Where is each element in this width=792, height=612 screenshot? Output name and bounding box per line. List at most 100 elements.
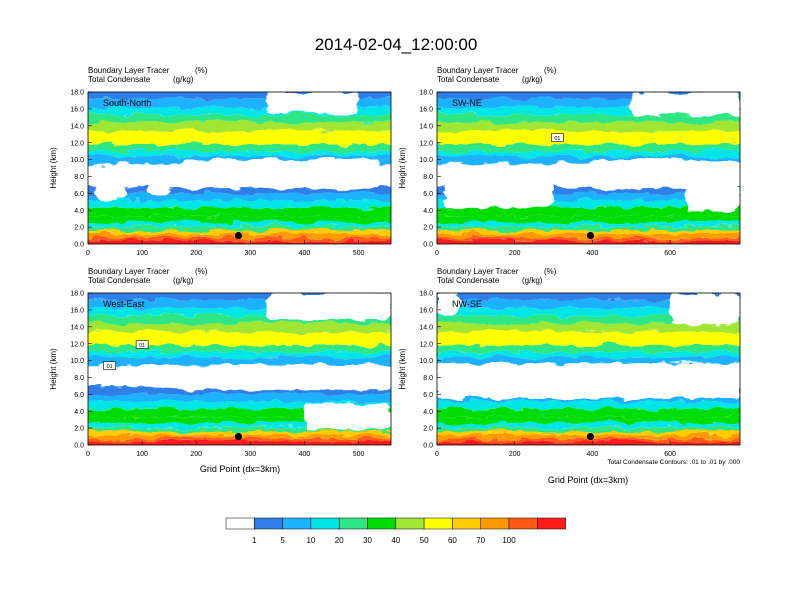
y-tick-label: 16.0: [70, 307, 84, 314]
x-tick-label: 200: [190, 451, 202, 458]
y-tick-label: 14.0: [419, 324, 433, 331]
x-tick-label: 200: [509, 451, 521, 458]
panel-var-label: Total Condensate: [437, 75, 500, 84]
colorbar-cell: [508, 517, 538, 530]
colorbar-cell: [310, 517, 340, 530]
field-clear-region: [147, 184, 170, 196]
field-band: [88, 293, 391, 300]
y-tick-label: 6.0: [423, 392, 433, 399]
field-band: [437, 293, 740, 300]
y-tick-label: 18.0: [70, 90, 84, 97]
field-band: [88, 114, 391, 123]
field-band: [88, 130, 391, 145]
panel-label: SW-NE: [452, 98, 482, 108]
x-tick-label: 200: [509, 250, 521, 257]
field-band: [88, 427, 391, 432]
field-band: [437, 240, 740, 244]
y-axis-label: Height (km): [49, 147, 58, 189]
field-band: [437, 186, 740, 194]
field-band: [437, 107, 740, 115]
field-band: [88, 331, 391, 346]
x-tick-label: 400: [299, 451, 311, 458]
x-tick-label: 0: [86, 250, 90, 257]
y-tick-label: 10.0: [419, 358, 433, 365]
color-field: [437, 293, 740, 445]
field-band: [437, 431, 740, 435]
field-band: [437, 207, 740, 217]
x-tick-label: 600: [664, 451, 676, 458]
field-band: [88, 107, 391, 115]
x-tick-label: 400: [299, 250, 311, 257]
field-band: [437, 237, 740, 241]
figure-title: 2014-02-04_12:00:00: [315, 35, 478, 54]
colorbar-label: 30: [363, 536, 372, 545]
field-band: [88, 151, 391, 157]
contour-note: Total Condensate Contours: .01 to .01 by…: [607, 459, 740, 466]
field-band: [437, 315, 740, 324]
contour-label-box: [551, 133, 564, 142]
y-tick-label: 12.0: [70, 140, 84, 147]
field-band: [88, 144, 391, 152]
x-axis-label-left: Grid Point (dx=3km): [200, 464, 280, 474]
y-tick-label: 2.0: [423, 426, 433, 433]
contour-label-box: [135, 340, 149, 349]
colorbar-label: 100: [502, 536, 516, 545]
colorbar-cell: [225, 517, 255, 530]
colorbar-label: 1: [252, 536, 257, 545]
y-tick-label: 12.0: [70, 341, 84, 348]
colorbar-cell: [537, 517, 566, 530]
colorbar-cell: [480, 517, 510, 530]
field-band: [88, 345, 391, 353]
y-axis-label: Height (km): [49, 348, 58, 390]
field-band: [437, 331, 740, 346]
field-band: [437, 226, 740, 231]
x-tick-label: 100: [136, 250, 148, 257]
field-band: [88, 417, 391, 424]
colorbar-cell: [282, 517, 312, 530]
field-band: [437, 417, 740, 424]
panel-unit-label: (g/kg): [173, 276, 194, 285]
field-band: [88, 423, 391, 428]
colorbar-cell: [395, 517, 425, 530]
field-band: [88, 394, 391, 402]
panel-sw-ne: Boundary Layer Tracer (%) Total Condensate…: [398, 66, 741, 257]
panel-label: South-North: [103, 98, 152, 108]
colorbar-cell: [423, 517, 453, 530]
x-tick-label: 100: [136, 451, 148, 458]
colorbar-cell: [367, 517, 397, 530]
x-tick-label: 300: [244, 451, 256, 458]
y-tick-label: 4.0: [74, 208, 84, 215]
surface-site-marker: [234, 231, 243, 240]
y-tick-label: 10.0: [70, 358, 84, 365]
y-tick-label: 16.0: [419, 307, 433, 314]
y-tick-label: 18.0: [70, 291, 84, 298]
colorbar-label: 70: [476, 536, 485, 545]
panel-unit-label: (%): [195, 267, 208, 276]
y-tick-label: 0.0: [423, 443, 433, 450]
field-band: [88, 352, 391, 358]
field-band: [437, 401, 740, 409]
x-tick-label: 400: [587, 250, 599, 257]
x-tick-label: 600: [664, 250, 676, 257]
field-clear-region: [266, 293, 391, 321]
x-tick-label: 300: [244, 250, 256, 257]
colorbar-label: 50: [420, 536, 429, 545]
y-tick-label: 16.0: [70, 106, 84, 113]
field-band: [437, 299, 740, 309]
y-tick-label: 14.0: [419, 123, 433, 130]
field-band: [437, 200, 740, 208]
field-band: [437, 427, 740, 432]
y-tick-label: 0.0: [74, 242, 84, 249]
field-band: [437, 92, 740, 99]
field-band: [88, 222, 391, 227]
field-band: [88, 98, 391, 108]
field-band: [437, 423, 740, 428]
panel-var-label: Boundary Layer Tracer: [88, 267, 170, 276]
field-band: [88, 441, 391, 445]
y-tick-label: 18.0: [419, 90, 433, 97]
y-tick-label: 2.0: [74, 426, 84, 433]
y-tick-label: 10.0: [70, 157, 84, 164]
y-tick-label: 0.0: [74, 443, 84, 450]
plot-frame: [87, 292, 392, 446]
field-band: [437, 308, 740, 316]
